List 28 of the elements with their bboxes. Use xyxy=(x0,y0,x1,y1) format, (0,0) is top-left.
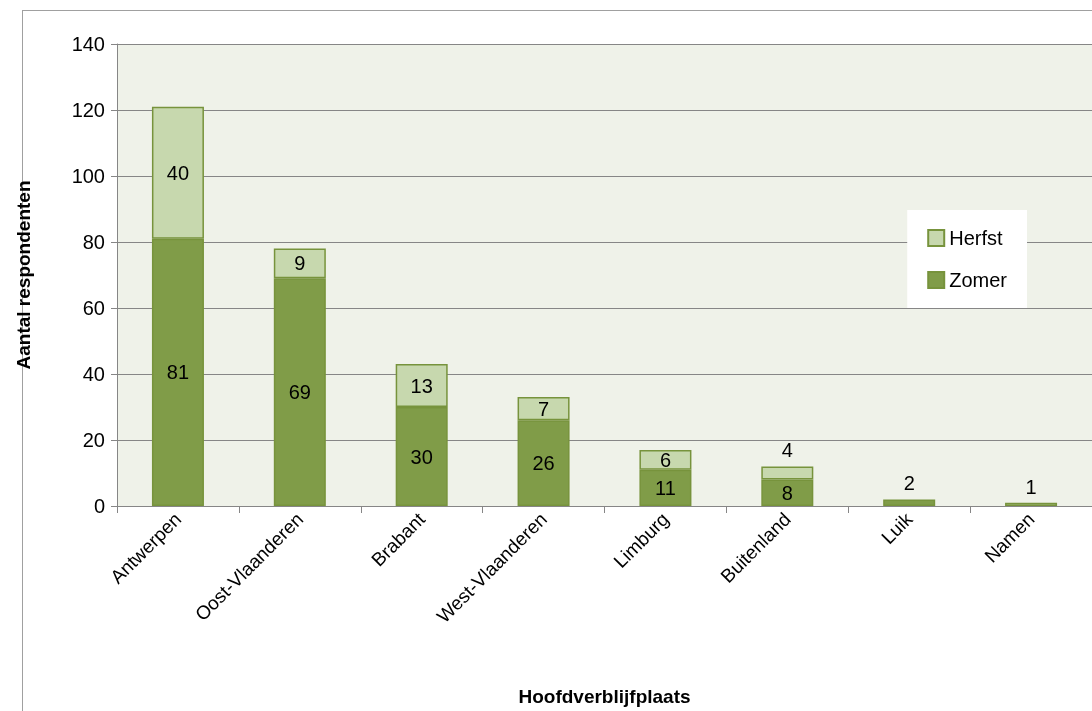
data-label: 1 xyxy=(1025,475,1037,498)
y-tick-label: 20 xyxy=(82,429,105,451)
data-label: 6 xyxy=(659,448,671,471)
data-label: 40 xyxy=(166,161,190,184)
data-label: 26 xyxy=(532,452,555,475)
y-tick-label: 40 xyxy=(82,363,105,385)
y-tick-label: 140 xyxy=(71,33,105,55)
x-axis-title: Hoofdverblijfplaats xyxy=(518,686,691,707)
data-label: 11 xyxy=(655,476,676,499)
y-axis-title: Aantal respondenten xyxy=(13,180,34,370)
legend-label: Herfst xyxy=(949,227,1003,249)
data-label: 69 xyxy=(288,381,311,404)
x-tick-label: Luik xyxy=(877,508,917,549)
data-label: 9 xyxy=(294,252,306,275)
data-label: 8 xyxy=(781,481,793,504)
y-tick-label: 60 xyxy=(82,297,105,319)
y-tick-label: 0 xyxy=(93,495,105,517)
bar xyxy=(883,499,936,506)
data-label: 30 xyxy=(410,445,433,468)
data-label: 4 xyxy=(781,439,793,462)
data-label: 81 xyxy=(166,361,190,384)
data-label: 2 xyxy=(903,472,915,495)
legend-label: Zomer xyxy=(949,269,1008,291)
y-tick-label: 120 xyxy=(71,99,105,121)
y-tick-label: 100 xyxy=(71,165,105,187)
y-tick-label: 80 xyxy=(82,231,105,253)
data-label: 13 xyxy=(410,374,433,397)
data-label: 7 xyxy=(538,397,550,420)
